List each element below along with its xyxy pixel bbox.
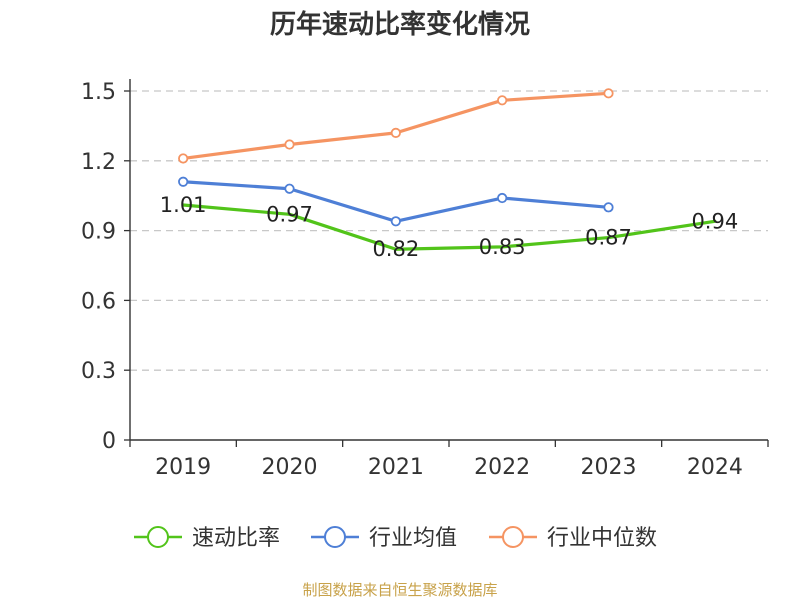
series-2-point-2021 <box>390 127 401 138</box>
grid-lines <box>130 90 768 371</box>
series-line-2 <box>181 91 611 161</box>
legend[interactable]: 速动比率 行业均值 行业中位数 <box>134 526 657 551</box>
legend-marker-1 <box>324 526 346 548</box>
data-labels: 1.01 0.97 0.82 0.83 0.87 0.94 <box>160 193 738 261</box>
data-label-2024: 0.94 <box>691 209 738 233</box>
series-2-point-2020 <box>284 139 295 150</box>
data-label-2021: 0.82 <box>372 237 419 261</box>
chart-title: 历年速动比率变化情况 <box>270 9 530 40</box>
y-tick-label-0: 0 <box>102 429 116 454</box>
series-layer <box>178 88 717 251</box>
data-label-2022: 0.83 <box>479 235 526 259</box>
legend-marker-0 <box>147 526 169 548</box>
legend-item-1[interactable]: 行业均值 <box>311 526 457 551</box>
series-2-point-2023 <box>603 88 614 99</box>
legend-label-0: 速动比率 <box>192 526 280 551</box>
series-1-point-2023 <box>603 202 614 213</box>
x-tick-label-2020: 2020 <box>262 455 318 480</box>
series-1-point-2020 <box>284 183 295 194</box>
x-tick-label-2019: 2019 <box>155 455 211 480</box>
series-line-0 <box>181 203 717 251</box>
y-tick-label-2: 0.6 <box>81 289 116 314</box>
x-tick-label-2022: 2022 <box>474 455 530 480</box>
series-1-point-2019 <box>178 176 189 187</box>
y-tick-label-5: 1.5 <box>81 80 116 105</box>
data-label-2019: 1.01 <box>160 193 207 217</box>
y-tick-label-3: 0.9 <box>81 220 116 245</box>
legend-label-1: 行业均值 <box>369 526 457 551</box>
legend-marker-2 <box>502 526 524 548</box>
data-label-2023: 0.87 <box>585 226 632 250</box>
y-tick-label-4: 1.2 <box>81 150 116 175</box>
data-label-2020: 0.97 <box>266 202 313 226</box>
legend-item-2[interactable]: 行业中位数 <box>489 526 657 551</box>
x-tick-label-2021: 2021 <box>368 455 424 480</box>
source-note: 制图数据来自恒生聚源数据库 <box>302 581 497 599</box>
legend-item-0[interactable]: 速动比率 <box>134 526 280 551</box>
legend-label-2: 行业中位数 <box>547 526 657 551</box>
x-tick-label-2023: 2023 <box>581 455 637 480</box>
x-tick-label-2024: 2024 <box>687 455 743 480</box>
series-line-1 <box>181 180 611 223</box>
series-1-point-2022 <box>497 192 508 204</box>
series-2-point-2022 <box>497 95 508 106</box>
series-2-point-2019 <box>178 153 189 164</box>
axes: 0 0.3 0.6 0.9 1.2 1.5 2019 2020 2021 2022 2023 2024 <box>81 79 769 480</box>
y-tick-label-1: 0.3 <box>81 359 116 384</box>
series-1-point-2021 <box>390 216 401 227</box>
